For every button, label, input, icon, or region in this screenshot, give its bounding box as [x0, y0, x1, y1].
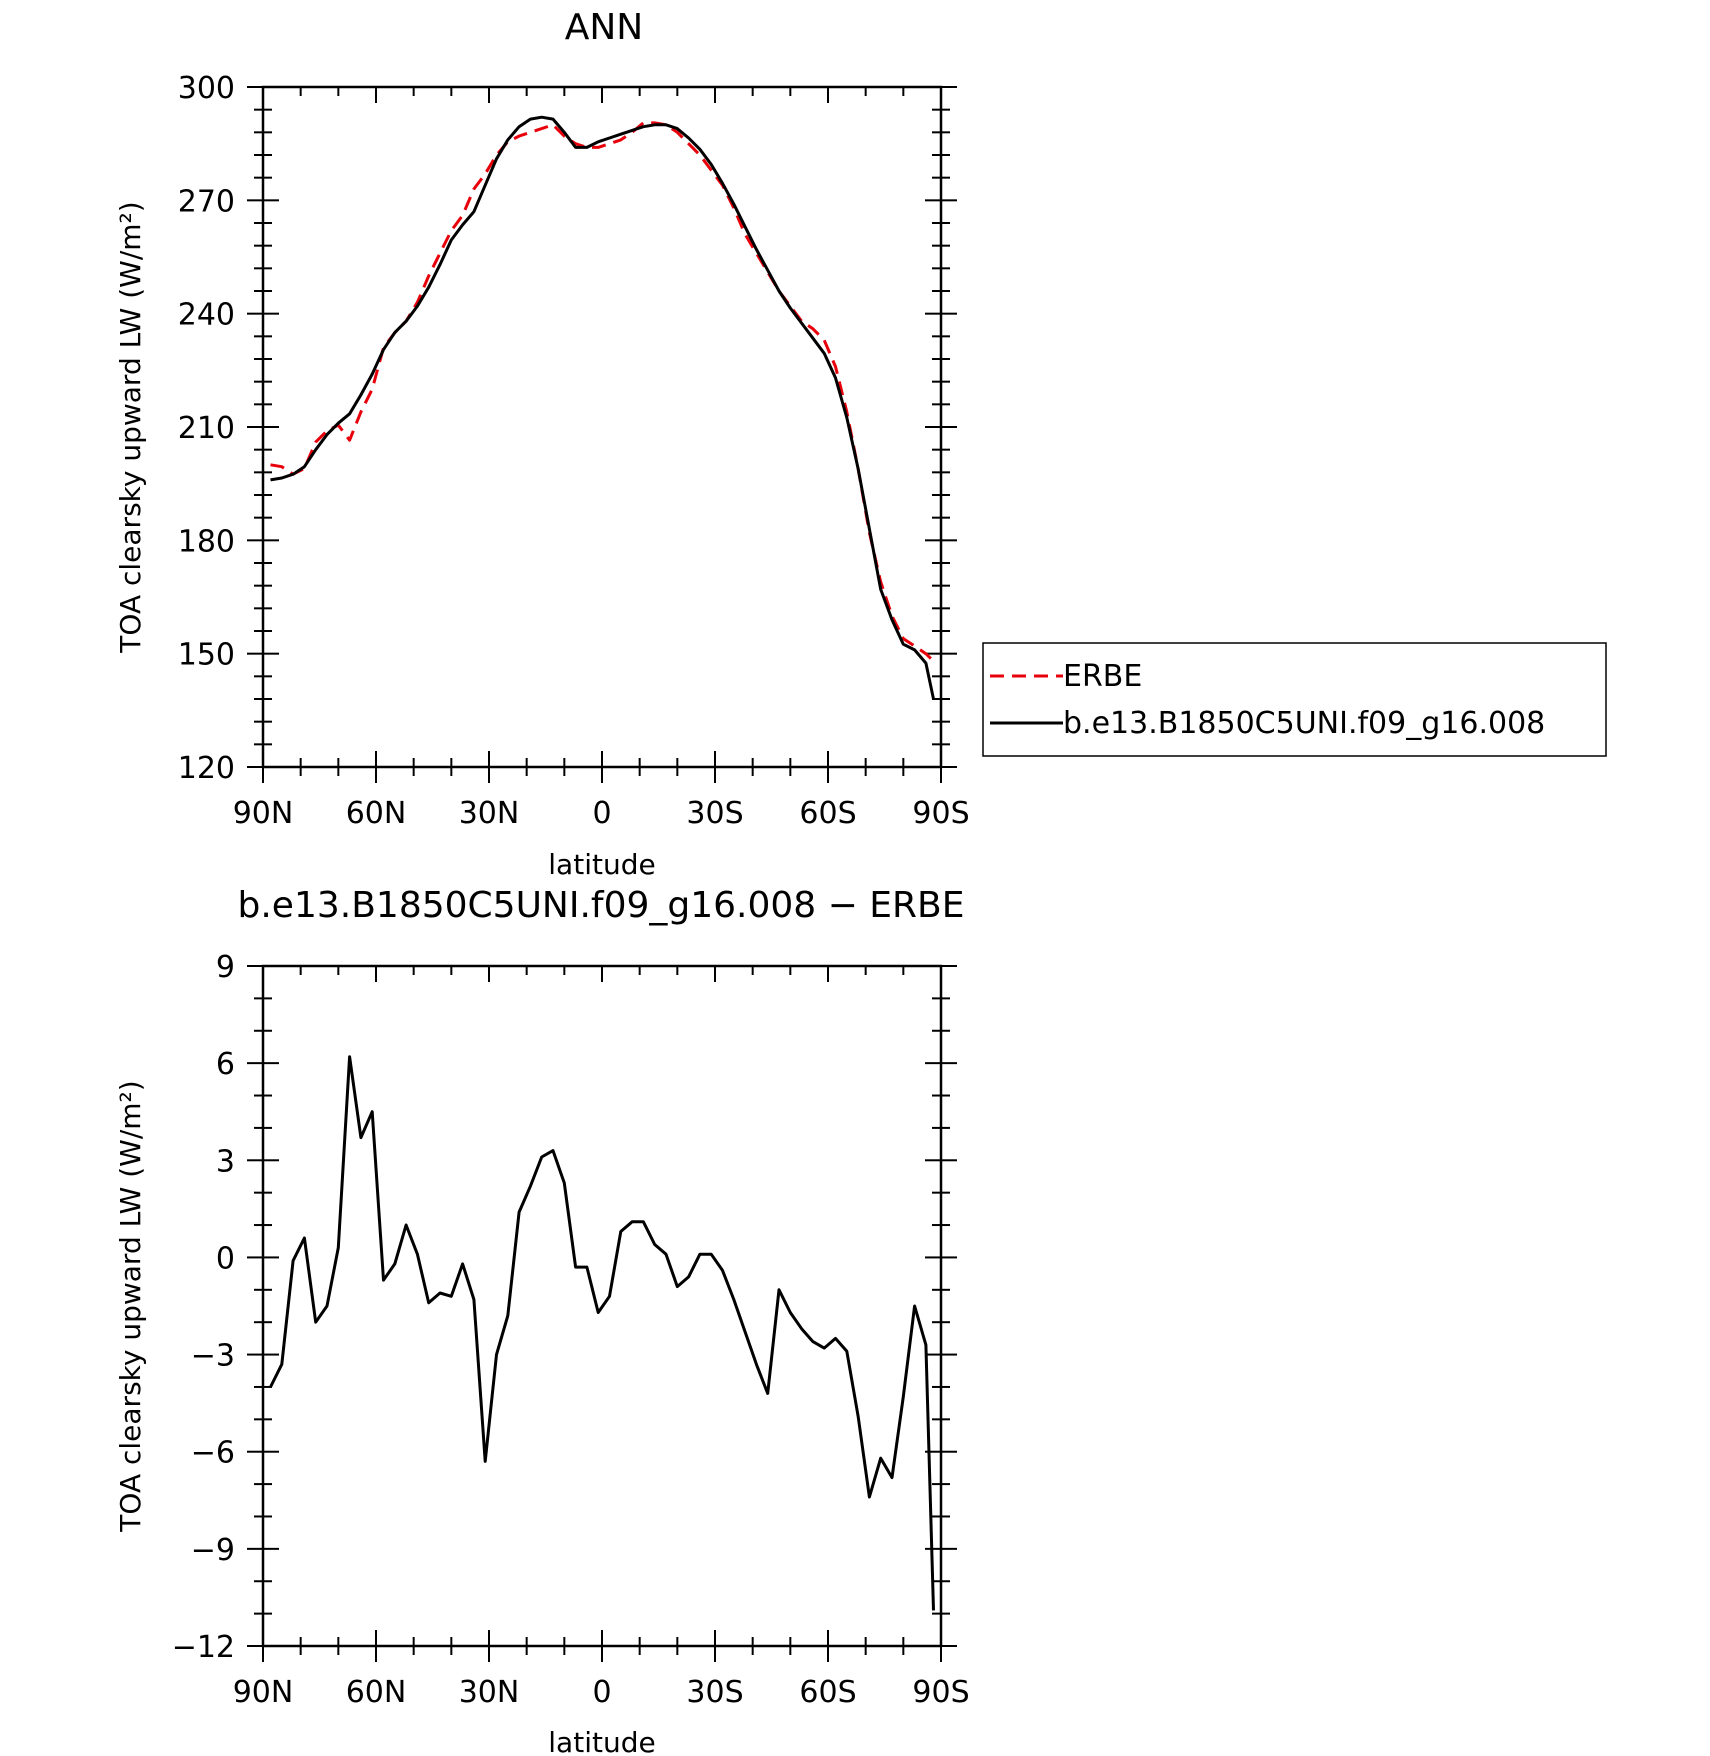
bottom-ytick-label: −9 [191, 1533, 235, 1568]
difference-panel: b.e13.B1850C5UNI.f09_g16.008 − ERBE 90N 6… [114, 885, 970, 1756]
legend: ERBE b.e13.B1850C5UNI.f09_g16.008 [982, 642, 1607, 757]
top-panel-title: ANN [565, 7, 644, 48]
top-panel-axes: 90N 60N 30N 0 30S 60S 90S 300 270 240 210 180 150 120 [178, 71, 970, 831]
bottom-xtick-label: 90S [912, 1675, 969, 1710]
top-xtick-label: 30N [459, 796, 520, 831]
bottom-ytick-label: 3 [216, 1144, 235, 1179]
top-ytick-label: 300 [178, 71, 235, 106]
top-xtick-label: 0 [592, 796, 611, 831]
top-ytick-label: 240 [178, 298, 235, 333]
bottom-plot-frame [261, 964, 943, 1648]
bottom-panel-ylabel: TOA clearsky upward LW (W/m²) [114, 1080, 147, 1532]
bottom-ytick-label: −12 [172, 1630, 235, 1665]
top-panel-series [270, 115, 935, 700]
bottom-ytick-label: 0 [216, 1241, 235, 1276]
bottom-xtick-label: 30S [686, 1675, 743, 1710]
bottom-ytick-label: −3 [191, 1339, 235, 1374]
top-ytick-label: 270 [178, 184, 235, 219]
top-xtick-label: 90N [233, 796, 294, 831]
legend-box [982, 642, 1607, 757]
bottom-xtick-label: 30N [459, 1675, 520, 1710]
bottom-xtick-label: 90N [233, 1675, 294, 1710]
bottom-series-line-0 [269, 1055, 935, 1611]
top-ytick-label: 120 [178, 751, 235, 786]
bottom-xtick-label: 60S [799, 1675, 856, 1710]
top-ytick-label: 180 [178, 524, 235, 559]
bottom-panel-series [269, 1055, 935, 1611]
top-series-line-1 [270, 115, 935, 700]
top-panel-xlabel: latitude [548, 848, 655, 881]
top-xtick-label: 30S [686, 796, 743, 831]
legend-label-model: b.e13.B1850C5UNI.f09_g16.008 [1063, 706, 1545, 741]
climatology-panel: ANN 90N 60N 30N 0 30S 60S 90S 300 270 240 210 180 15… [114, 7, 970, 881]
top-ytick-label: 150 [178, 638, 235, 673]
bottom-panel-title: b.e13.B1850C5UNI.f09_g16.008 − ERBE [238, 885, 965, 926]
bottom-xtick-label: 60N [346, 1675, 407, 1710]
top-xtick-label: 60S [799, 796, 856, 831]
top-ytick-label: 210 [178, 411, 235, 446]
bottom-panel-axes: 90N 60N 30N 0 30S 60S 90S 9 6 3 0 −3 −6 −9 −12 [172, 950, 970, 1710]
legend-label-erbe: ERBE [1063, 659, 1142, 694]
bottom-ytick-label: 6 [216, 1047, 235, 1082]
top-plot-frame [261, 85, 943, 769]
top-xtick-label: 60N [346, 796, 407, 831]
top-xtick-label: 90S [912, 796, 969, 831]
bottom-xtick-label: 0 [592, 1675, 611, 1710]
bottom-panel-xlabel: latitude [548, 1726, 655, 1756]
top-series-line-0 [270, 121, 935, 663]
bottom-ytick-label: −6 [191, 1436, 235, 1471]
bottom-ytick-label: 9 [216, 950, 235, 985]
top-panel-ylabel: TOA clearsky upward LW (W/m²) [114, 201, 147, 653]
